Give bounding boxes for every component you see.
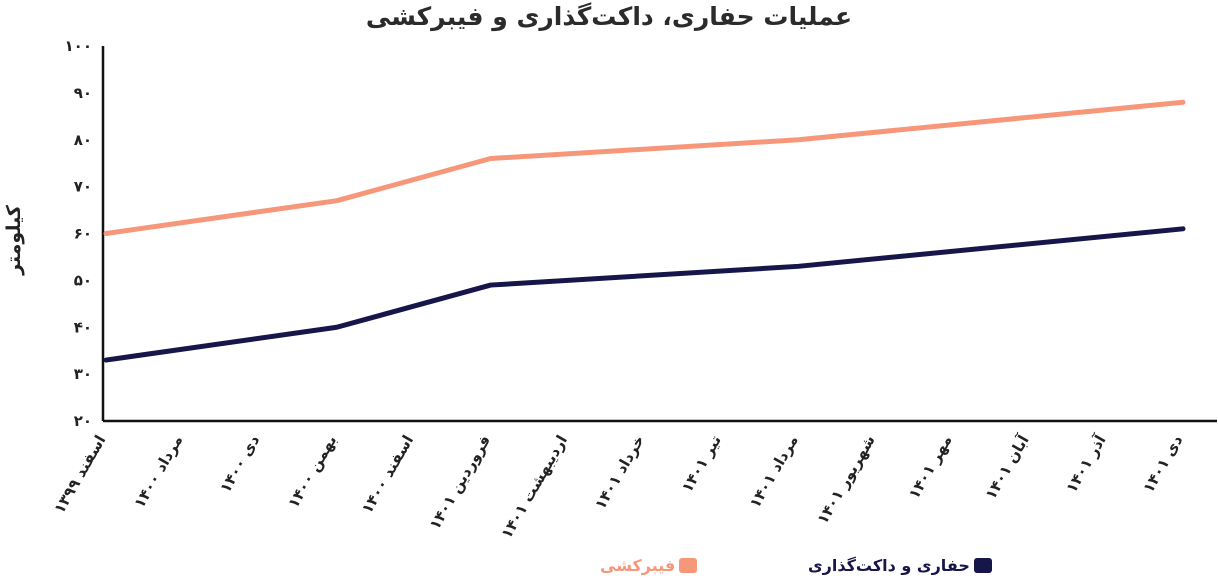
legend-swatch-fiber [679, 558, 698, 573]
axes [101, 46, 1217, 423]
x-tick-label: اردیبهشت ۱۴۰۱ [497, 432, 571, 542]
y-tick-label: ۷۰ [74, 178, 92, 196]
x-tick-label: شهریور ۱۴۰۱ [813, 432, 878, 527]
y-tick-label: ۵۰ [74, 271, 92, 289]
legend-label-fiber: فیبرکشی [600, 556, 676, 575]
y-tick-label: ۶۰ [74, 225, 92, 243]
y-tick-label: ۳۰ [74, 365, 92, 383]
y-tick-label: ۲۰ [74, 412, 92, 430]
x-tick-label: دی ۱۴۰۱ [1139, 432, 1186, 496]
x-tick-label: تیر ۱۴۰۱ [678, 432, 725, 496]
series-layer [103, 99, 1186, 363]
y-tick-label: ۸۰ [74, 131, 92, 149]
x-tick-label: بهمن ۱۴۰۰ [284, 432, 340, 511]
series-line-fiber [103, 99, 1186, 236]
series-line-digging [103, 226, 1186, 363]
y-tick-label: ۱۰۰ [65, 37, 92, 55]
x-tick-labels: اسفند ۱۳۹۹ مرداد ۱۴۰۰ دی ۱۴۰۰ بهمن ۱۴۰۰ اسفن… [50, 431, 1186, 541]
y-tick-labels: ۲۰ ۳۰ ۴۰ ۵۰ ۶۰ ۷۰ ۸۰ ۹۰ ۱۰۰ [65, 37, 92, 430]
x-tick-label: مرداد ۱۴۰۰ [130, 432, 186, 511]
x-tick-label: اسفند ۱۳۹۹ [50, 432, 109, 517]
x-tick-label: خرداد ۱۴۰۱ [591, 432, 648, 512]
x-tick-label: اسفند ۱۴۰۰ [358, 432, 417, 517]
x-tick-label: مرداد ۱۴۰۱ [746, 432, 802, 511]
legend-label-digging: حفاری و داکت‌گذاری [808, 556, 970, 575]
x-tick-label: آذر ۱۴۰۱ [1062, 431, 1110, 496]
y-tick-label: ۹۰ [74, 84, 92, 102]
y-tick-label: ۴۰ [74, 318, 92, 336]
legend-item-digging: حفاری و داکت‌گذاری [808, 556, 992, 575]
x-tick-label: فروردین ۱۴۰۱ [426, 432, 494, 533]
legend-swatch-digging [973, 558, 992, 573]
legend-item-fiber: فیبرکشی [600, 556, 698, 575]
chart-title: عملیات حفاری، داکت‌گذاری و فیبرکشی [365, 2, 853, 31]
x-tick-label: مهر ۱۴۰۱ [905, 432, 956, 502]
x-tick-label: آبان ۱۴۰۱ [981, 431, 1033, 502]
x-tick-label: دی ۱۴۰۰ [216, 432, 263, 496]
